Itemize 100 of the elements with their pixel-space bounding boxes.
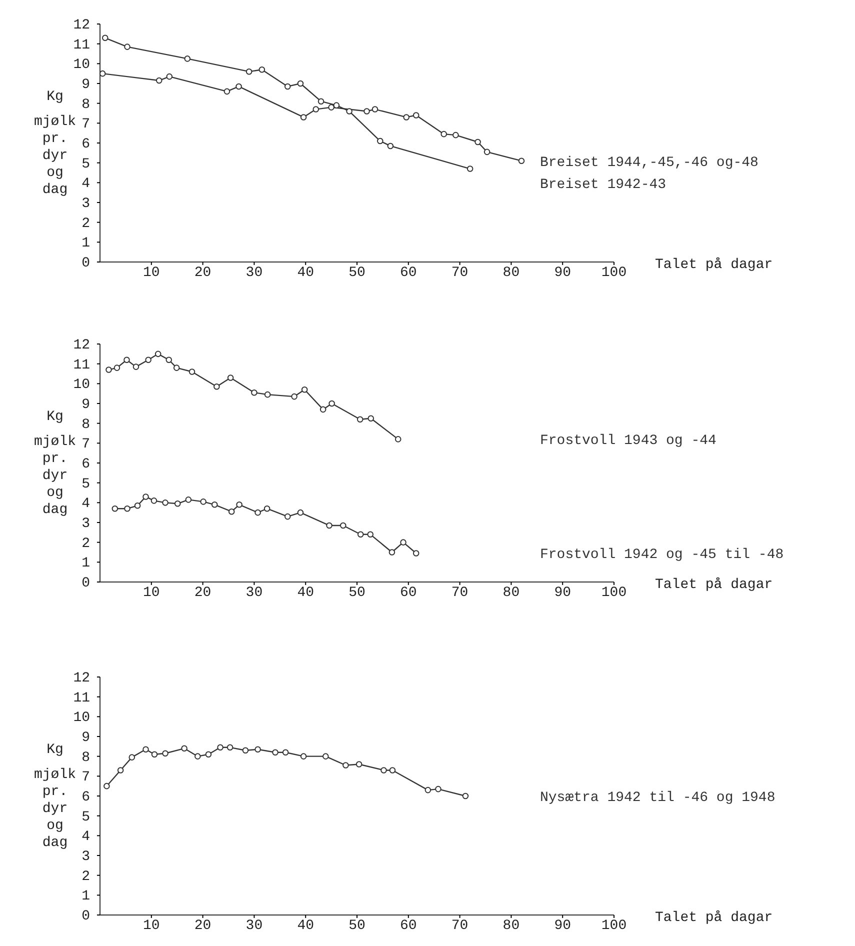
point <box>251 389 258 396</box>
y-axis-title: Kg mjølk pr. dyr og dag <box>34 409 76 518</box>
point <box>291 393 298 400</box>
x-tick-label: 60 <box>400 585 417 601</box>
point <box>154 350 162 358</box>
y-tick-label: 4 <box>82 176 90 192</box>
point <box>236 502 242 508</box>
x-tick-label: 50 <box>348 918 366 934</box>
y-tick-label: 0 <box>82 575 90 592</box>
y-tick-label: 11 <box>73 37 90 54</box>
x-tick-label: 40 <box>297 585 314 601</box>
point <box>264 391 271 398</box>
series-label: Breiset 1944,-45,-46 og-48 <box>540 154 758 171</box>
point <box>156 77 162 84</box>
point <box>124 505 130 512</box>
point <box>322 753 329 760</box>
y-tick-label: 4 <box>82 829 90 846</box>
point <box>228 508 235 515</box>
point <box>424 786 432 794</box>
point <box>264 505 270 512</box>
y-tick-label: 12 <box>73 670 90 686</box>
point <box>236 83 242 90</box>
y-tick-label: 4 <box>82 496 90 512</box>
y-tick-label: 2 <box>82 216 90 232</box>
point <box>242 747 249 754</box>
point <box>297 509 304 516</box>
x-tick-label: 10 <box>142 918 160 934</box>
point <box>328 400 335 407</box>
y-tick-label: 7 <box>82 116 90 133</box>
point <box>356 416 364 423</box>
point <box>346 108 352 114</box>
point <box>462 792 469 800</box>
y-tick-label: 9 <box>82 730 90 746</box>
y-tick-label: 7 <box>82 436 90 453</box>
text: Nysætra 1942 til -46 og 1948 <box>540 790 776 806</box>
x-tick-label: 60 <box>400 918 417 934</box>
y-tick-label: 1 <box>82 888 90 905</box>
point <box>166 73 173 80</box>
point <box>99 70 106 77</box>
x-tick-label: 100 <box>601 585 627 601</box>
text: Breiset 1942-43 <box>540 176 666 193</box>
point <box>326 522 332 529</box>
x-tick-label: 80 <box>502 585 520 601</box>
y-tick-label: 10 <box>73 710 90 726</box>
point <box>367 531 374 538</box>
point <box>188 368 196 375</box>
point <box>134 502 141 509</box>
point <box>246 68 252 75</box>
point <box>466 166 474 172</box>
point <box>173 364 180 371</box>
x-tick-label: 100 <box>601 265 627 281</box>
x-tick-label: 20 <box>194 918 212 934</box>
point <box>297 80 304 87</box>
x-tick-label: 80 <box>502 918 520 934</box>
point <box>227 374 234 381</box>
point <box>162 500 168 506</box>
point <box>333 102 340 108</box>
point <box>412 550 420 556</box>
x-tick-label: 70 <box>451 585 468 601</box>
point <box>284 513 291 520</box>
point <box>389 767 396 774</box>
point <box>254 746 261 753</box>
point <box>342 762 349 768</box>
x-tick-label: 10 <box>142 585 160 601</box>
y-tick-label: 11 <box>73 357 90 374</box>
point <box>211 502 218 508</box>
point <box>301 386 308 393</box>
y-axis-title: Kg mjølk pr. dyr og dag <box>34 89 76 198</box>
y-tick-label: 9 <box>82 396 90 413</box>
point <box>217 744 224 751</box>
x-tick-label: 70 <box>451 265 468 281</box>
point <box>484 148 490 156</box>
point <box>117 767 124 774</box>
y-tick-label: 8 <box>82 416 90 433</box>
y-tick-label: 3 <box>82 516 90 532</box>
y-tick-label: 0 <box>82 255 90 272</box>
point <box>181 745 188 752</box>
point <box>388 549 396 556</box>
x-tick-label: 60 <box>400 265 417 281</box>
y-tick-label: 6 <box>82 136 90 152</box>
point <box>205 751 212 758</box>
point <box>184 56 191 62</box>
point <box>282 749 289 756</box>
y-tick-label: 0 <box>82 908 90 924</box>
point <box>185 496 192 503</box>
point <box>300 753 307 760</box>
y-tick-label: 9 <box>82 76 90 93</box>
x-axis-title: Talet på dagar <box>655 257 773 273</box>
point <box>142 494 149 500</box>
x-tick-label: 90 <box>554 265 572 281</box>
x-tick-label: 20 <box>194 265 212 281</box>
point <box>328 104 334 110</box>
point <box>145 356 152 364</box>
x-tick-label: 50 <box>348 265 366 281</box>
point <box>132 364 140 370</box>
point <box>174 500 181 507</box>
point <box>356 761 362 768</box>
y-tick-label: 6 <box>82 789 90 806</box>
point <box>318 98 324 104</box>
point <box>372 106 378 112</box>
